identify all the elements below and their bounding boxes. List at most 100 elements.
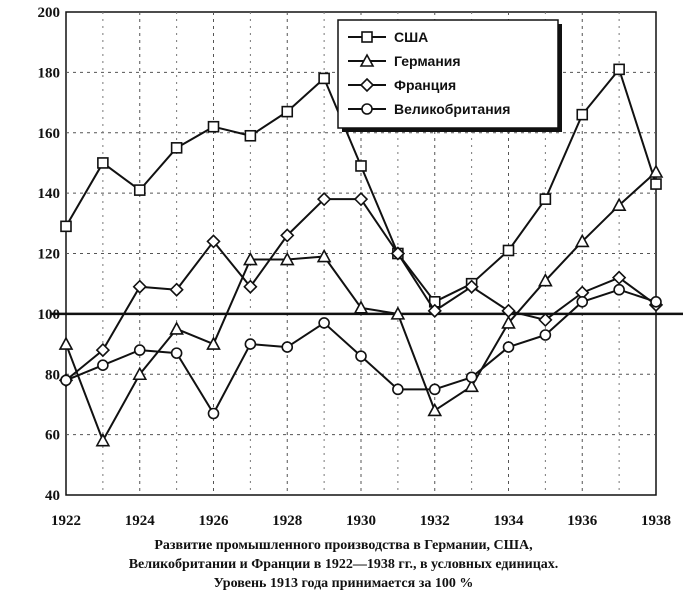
- chart-svg: 40 60 80 100 120 140 160 180 200 1922 1924 1926 1928…: [38, 5, 683, 529]
- legend-marker: [361, 103, 373, 115]
- data-point: [464, 279, 479, 294]
- data-point: [465, 371, 478, 384]
- legend-label: Франция: [394, 77, 456, 93]
- data-point: [611, 270, 627, 285]
- data-point: [244, 129, 257, 142]
- x-tick-label: 1922: [51, 513, 81, 529]
- data-point: [613, 63, 625, 76]
- data-point: [95, 342, 111, 358]
- data-point: [206, 336, 221, 350]
- data-point: [170, 142, 183, 154]
- x-tick-label: 1938: [641, 513, 671, 529]
- x-tick-label: 1928: [272, 513, 302, 529]
- y-tick-label: 80: [45, 367, 60, 383]
- data-point: [539, 329, 552, 341]
- series-4: [60, 283, 662, 420]
- legend-item: Великобритания: [348, 101, 510, 117]
- data-point: [576, 295, 589, 308]
- data-point: [613, 283, 625, 296]
- x-tick-label: 1936: [567, 513, 598, 529]
- data-point: [316, 248, 332, 263]
- data-point: [501, 315, 516, 329]
- data-point: [501, 303, 516, 318]
- data-point: [244, 338, 257, 350]
- data-point: [169, 321, 184, 335]
- data-point: [132, 279, 147, 294]
- data-point: [207, 407, 220, 420]
- data-point: [280, 228, 295, 243]
- data-point: [133, 184, 146, 196]
- data-point: [427, 303, 442, 318]
- data-point: [390, 306, 406, 320]
- data-point: [170, 347, 183, 359]
- legend-marker: [361, 31, 373, 43]
- series-group: [58, 63, 664, 447]
- data-point: [390, 246, 406, 261]
- data-point: [95, 432, 111, 447]
- data-point: [539, 193, 552, 205]
- legend-label: Германия: [394, 53, 461, 69]
- data-point: [464, 378, 479, 393]
- caption-line-1: Развитие промышленного производства в Ге…: [154, 538, 533, 553]
- data-point: [353, 300, 369, 314]
- data-point: [318, 72, 330, 85]
- caption-line-2: Великобритании и Франции в 1922—1938 гг.…: [128, 557, 559, 572]
- y-tick-label: 100: [38, 307, 61, 323]
- data-point: [502, 244, 515, 257]
- legend: США Германия Франция Великобритания: [337, 19, 562, 132]
- y-tick-label: 40: [45, 488, 60, 504]
- data-point: [243, 279, 258, 294]
- data-point: [316, 192, 332, 207]
- x-tick-label: 1934: [494, 513, 525, 529]
- data-point: [97, 359, 109, 371]
- x-tick-label: 1924: [125, 513, 156, 529]
- data-point: [428, 383, 441, 396]
- data-point: [243, 251, 258, 266]
- legend-item: Германия: [348, 53, 461, 69]
- x-tick-label: 1926: [199, 513, 230, 529]
- y-tick-label: 180: [38, 65, 61, 81]
- data-point: [60, 220, 72, 233]
- data-point: [318, 317, 330, 329]
- data-point: [132, 366, 148, 381]
- data-point: [538, 272, 553, 287]
- data-point: [355, 350, 367, 362]
- y-tick-label: 120: [38, 247, 61, 263]
- data-point: [169, 282, 184, 297]
- legend-label: США: [394, 29, 428, 45]
- caption-line-3: Уровень 1913 года принимается за 100 %: [213, 576, 474, 591]
- y-tick-label: 160: [38, 126, 61, 142]
- x-tick-label: 1932: [420, 513, 450, 529]
- y-tick-label: 140: [38, 186, 61, 202]
- data-point: [538, 312, 553, 328]
- data-point: [133, 344, 146, 356]
- chart-caption: Развитие промышленного производства в Ге…: [0, 536, 687, 593]
- data-point: [648, 164, 664, 178]
- data-point: [355, 160, 367, 172]
- legend-item: Франция: [348, 77, 456, 93]
- data-point: [281, 341, 294, 353]
- data-point: [611, 197, 627, 211]
- tick-labels: 40 60 80 100 120 140 160 180 200 1922 1924 1926 1928…: [38, 5, 672, 529]
- data-point: [650, 295, 662, 308]
- data-point: [650, 178, 662, 190]
- x-tick-label: 1930: [346, 513, 376, 529]
- data-point: [574, 233, 590, 248]
- data-point: [502, 341, 515, 353]
- y-tick-label: 60: [45, 428, 60, 444]
- legend-label: Великобритания: [394, 101, 510, 117]
- data-point: [207, 120, 220, 133]
- data-point: [279, 251, 295, 266]
- legend-item: США: [348, 29, 428, 45]
- data-point: [353, 192, 369, 207]
- legend-marker: [359, 53, 375, 67]
- legend-marker: [359, 77, 375, 93]
- data-point: [392, 383, 404, 396]
- data-point: [97, 157, 109, 169]
- y-tick-label: 200: [38, 5, 61, 21]
- series-2: [58, 164, 664, 447]
- data-point: [206, 234, 221, 249]
- data-point: [576, 108, 589, 121]
- data-point: [281, 105, 294, 118]
